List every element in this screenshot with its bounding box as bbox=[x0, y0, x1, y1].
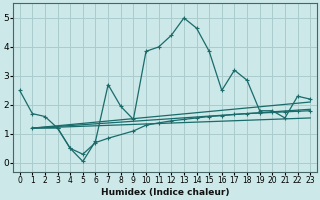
X-axis label: Humidex (Indice chaleur): Humidex (Indice chaleur) bbox=[101, 188, 229, 197]
